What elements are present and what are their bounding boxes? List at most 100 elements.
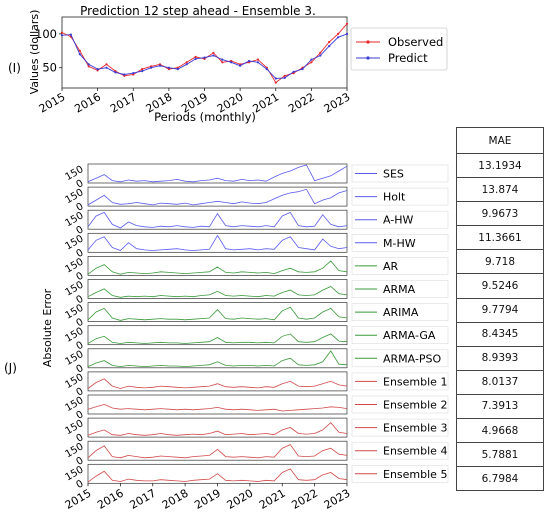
- series-point-predict: [69, 33, 72, 36]
- series-point-predict: [328, 45, 331, 48]
- error-legend-frame: [351, 372, 449, 391]
- series-line-predict: [61, 33, 348, 79]
- error-line-arma-pso: [87, 350, 348, 368]
- bottom-x-tick-label: 2020: [225, 487, 256, 512]
- bottom-x-ticks: 2015 2016 2017 2018 2019 2020 2021 2022 2023: [63, 483, 353, 512]
- error-legend-frame: [351, 303, 449, 321]
- legend-marker-observed: [366, 40, 370, 44]
- series-point-predict: [114, 71, 117, 74]
- mae-value: 9.718: [456, 249, 544, 275]
- error-y-tick-label: 0: [74, 386, 85, 399]
- error-row-frame: [87, 325, 348, 346]
- series-point-predict: [167, 66, 170, 69]
- error-row-frame: [87, 348, 348, 369]
- mae-value: 13.1934: [456, 152, 544, 179]
- mae-value: 11.3661: [456, 225, 544, 251]
- error-legend-frame: [351, 210, 449, 229]
- series-point-predict: [230, 61, 233, 64]
- error-y-tick-label: 0: [74, 432, 85, 445]
- series-point-predict: [132, 72, 135, 75]
- error-row-frame: [87, 440, 348, 461]
- series-point-observed: [221, 61, 224, 64]
- error-row-frame: [87, 371, 348, 392]
- error-row-frame: [87, 163, 348, 184]
- bottom-x-tick-label: 2019: [192, 487, 223, 512]
- series-point-observed: [310, 61, 313, 64]
- error-y-tick-label: 0: [74, 247, 85, 260]
- top-y-axis-label: Values (dollars): [28, 10, 41, 95]
- error-legend-label: Ensemble 2: [383, 399, 447, 412]
- top-plot-frame: [61, 16, 348, 89]
- bottom-x-tick-label: 2017: [128, 487, 159, 512]
- series-point-predict: [78, 53, 81, 56]
- error-subplots: 1500SES1500Holt1500A-HW1500M-HW1500AR150…: [63, 163, 449, 491]
- error-line-m-hw: [87, 234, 348, 251]
- error-row-frame: [87, 232, 348, 253]
- series-point-predict: [96, 68, 99, 71]
- mae-header: MAE: [456, 127, 544, 154]
- top-x-tick-label: 2017: [108, 90, 139, 115]
- series-point-predict: [150, 66, 153, 69]
- series-point-observed: [319, 51, 322, 54]
- top-y-tick-label: 50: [42, 61, 57, 75]
- top-x-tick-label: 2021: [251, 90, 282, 115]
- bottom-x-tick-label: 2018: [160, 487, 191, 512]
- error-line-ensemble-3: [87, 422, 348, 436]
- bottom-x-tick-label: 2015: [63, 487, 94, 512]
- series-point-observed: [345, 22, 349, 25]
- series-point-predict: [105, 66, 108, 69]
- top-panel: (I) Prediction 12 step ahead - Ensemble …: [8, 4, 448, 124]
- error-legend-label: ARMA-GA: [383, 329, 436, 342]
- error-legend-frame: [351, 280, 449, 298]
- series-point-predict: [292, 70, 295, 73]
- error-row-frame: [87, 302, 348, 322]
- error-legend-frame: [351, 234, 449, 252]
- error-y-tick-label: 0: [74, 409, 85, 422]
- error-y-tick-label: 0: [74, 178, 85, 191]
- series-point-predict: [194, 57, 197, 61]
- error-line-arma-ga: [87, 333, 348, 344]
- panel-label-i: (I): [8, 61, 21, 75]
- error-line-holt: [87, 188, 348, 206]
- series-point-observed: [194, 55, 197, 59]
- error-row-frame: [87, 394, 348, 415]
- bottom-x-tick-label: 2021: [257, 487, 288, 512]
- series-point-predict: [239, 64, 242, 67]
- top-y-ticks: 50 100: [35, 27, 62, 75]
- mae-value: 7.3913: [456, 393, 544, 420]
- error-y-tick-label: 0: [74, 201, 85, 214]
- error-legend-label: Ensemble 3: [383, 422, 447, 435]
- error-y-tick-label: 0: [74, 455, 85, 468]
- error-legend-frame: [351, 349, 449, 368]
- error-legend-label: M-HW: [383, 237, 416, 250]
- series-point-predict: [265, 68, 268, 71]
- error-legend-frame: [351, 187, 449, 206]
- bottom-x-tick-label: 2016: [95, 487, 126, 512]
- series-point-predict: [247, 59, 251, 63]
- error-legend-frame: [351, 418, 449, 437]
- bottom-x-tick-label: 2022: [289, 487, 320, 512]
- error-legend-frame: [351, 441, 449, 460]
- error-legend-label: SES: [383, 168, 404, 181]
- series-point-predict: [185, 63, 188, 66]
- error-legend-label: Holt: [383, 191, 406, 204]
- series-point-observed: [212, 51, 215, 54]
- series-point-predict: [123, 73, 126, 76]
- series-point-observed: [78, 49, 81, 52]
- series-point-observed: [87, 65, 90, 68]
- top-chart-title: Prediction 12 step ahead - Ensemble 3.: [80, 4, 316, 18]
- error-legend-label: Ensemble 5: [383, 468, 447, 481]
- error-line-ensemble-4: [87, 444, 348, 459]
- error-line-arima: [87, 306, 348, 321]
- series-point-predict: [158, 64, 162, 67]
- bottom-panel: (J) Absolute Error 1500SES1500Holt1500A-…: [4, 163, 449, 512]
- top-legend-frame: [350, 27, 448, 71]
